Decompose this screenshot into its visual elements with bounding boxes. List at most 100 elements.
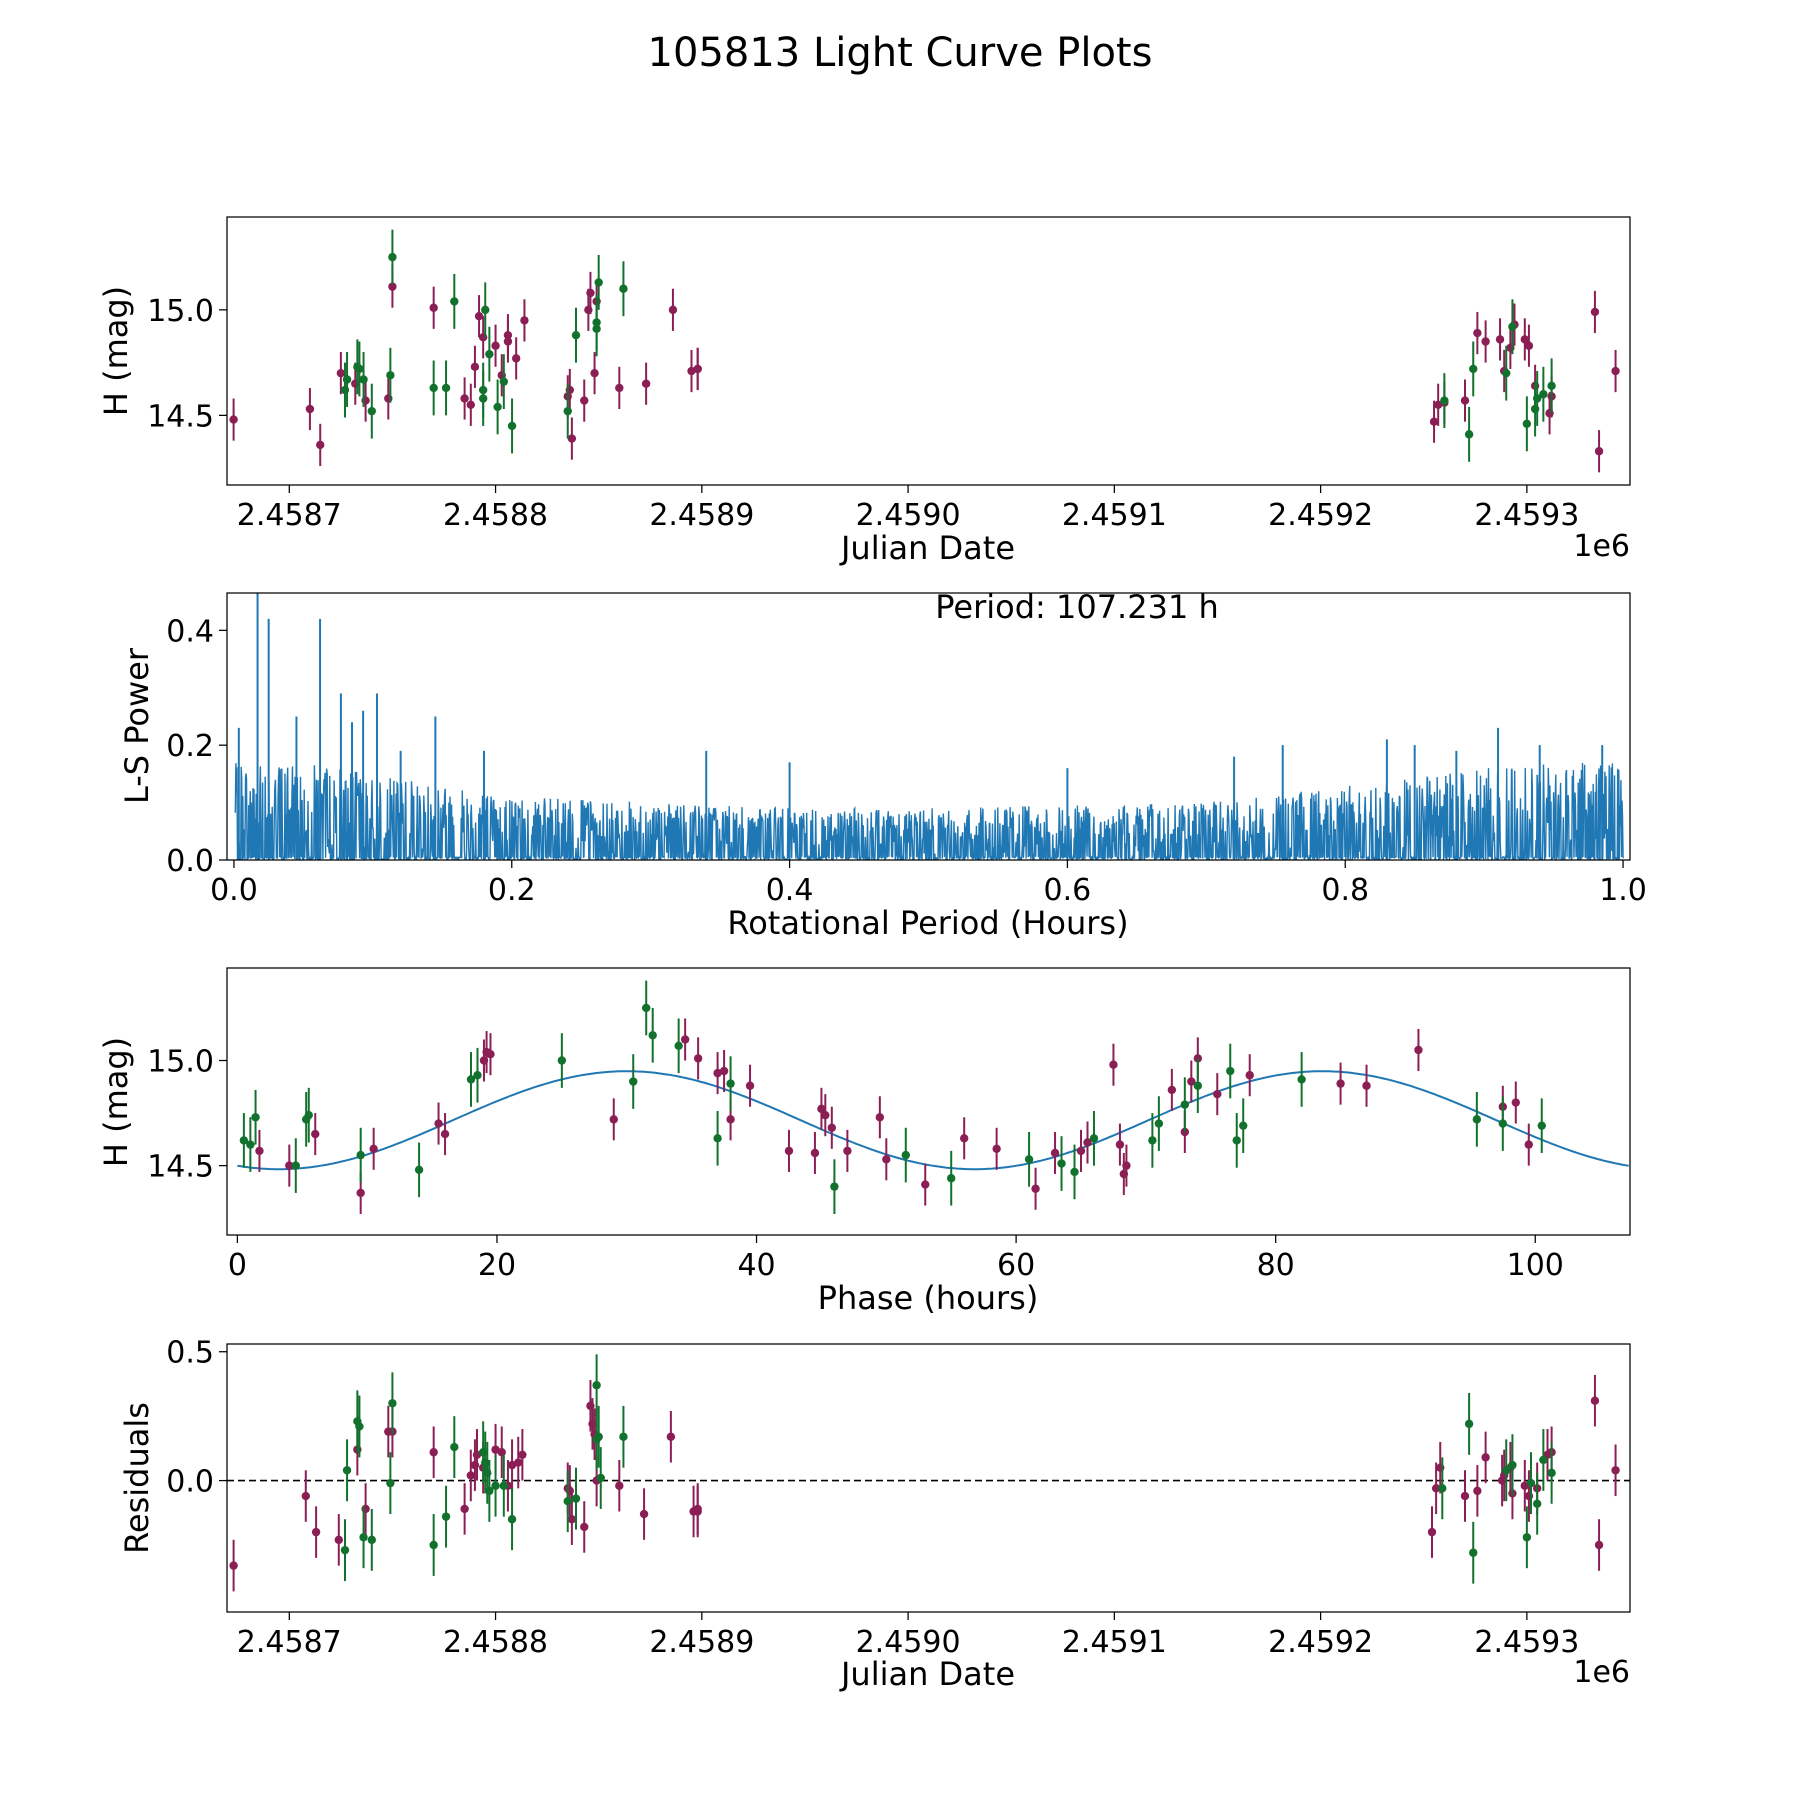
phase-point-magenta xyxy=(609,1098,618,1141)
periodogram-xlabel: Rotational Period (Hours) xyxy=(727,904,1128,942)
residuals-marker xyxy=(388,1399,397,1408)
residuals-marker xyxy=(1481,1453,1490,1462)
periodogram-ylabel: L-S Power xyxy=(118,647,156,804)
residuals-point-green xyxy=(1539,1429,1548,1491)
periodogram-marks xyxy=(234,593,1624,860)
phase-point-green xyxy=(356,1127,365,1183)
lightcurve-marker xyxy=(474,311,484,321)
lightcurve-marker xyxy=(1464,430,1474,439)
residuals-point-green xyxy=(342,1439,352,1502)
residuals-point-magenta xyxy=(1431,1462,1441,1515)
phase-point-green xyxy=(1537,1098,1546,1154)
residuals-marker xyxy=(514,1458,523,1467)
lightcurve-point-green xyxy=(388,229,397,285)
lightcurve-marker xyxy=(567,434,577,443)
phase-xtick-label: 100 xyxy=(1507,1248,1564,1283)
residuals-point-green xyxy=(386,1452,395,1515)
residuals-point-magenta xyxy=(567,1493,577,1545)
residuals-marker xyxy=(1547,1468,1556,1478)
lightcurve-marker xyxy=(641,379,651,388)
lightcurve-ytick-label: 14.5 xyxy=(147,399,214,434)
lightcurve-marker xyxy=(1594,447,1604,456)
phase-marker xyxy=(482,1047,491,1057)
phase-point-magenta xyxy=(369,1127,378,1170)
lightcurve-marker xyxy=(580,396,589,405)
residuals-point-green xyxy=(619,1405,628,1468)
lightcurve-marker xyxy=(1532,394,1542,403)
residuals-point-green xyxy=(507,1488,517,1551)
phase-marker xyxy=(726,1115,735,1124)
residuals-marker xyxy=(615,1481,624,1490)
phase-marker xyxy=(356,1188,365,1198)
residuals-marker xyxy=(1594,1540,1604,1550)
residuals-point-green xyxy=(1547,1441,1556,1504)
periodogram-xtick-label: 0.2 xyxy=(488,873,536,908)
phase-ytick-label: 14.5 xyxy=(147,1150,214,1185)
phase-point-magenta xyxy=(1109,1043,1118,1086)
phase-marker xyxy=(1057,1159,1066,1168)
residuals-point-green xyxy=(592,1354,601,1417)
lightcurve-marker xyxy=(355,364,364,374)
lightcurve-point-magenta xyxy=(590,352,599,395)
phase-marker xyxy=(1076,1146,1086,1156)
lightcurve-marker xyxy=(305,404,315,414)
periodogram-xtick-label: 0.4 xyxy=(766,873,814,908)
lightcurve-xtick-label: 2.4590 xyxy=(856,498,961,533)
lightcurve-point-magenta xyxy=(466,383,476,426)
lightcurve-point-green xyxy=(478,371,488,426)
lightcurve-point-green xyxy=(592,295,601,350)
lightcurve-point-magenta xyxy=(668,288,678,331)
lightcurve-point-green xyxy=(1547,358,1556,414)
periodogram-power-line xyxy=(234,762,1624,860)
phase-point-green xyxy=(1472,1092,1482,1147)
lightcurve-point-green xyxy=(499,354,509,410)
lightcurve-marker xyxy=(619,284,628,293)
phase-point-green xyxy=(629,1054,638,1109)
residuals-marker xyxy=(386,1478,395,1488)
lightcurve-marker xyxy=(571,330,581,340)
lightcurve-point-magenta xyxy=(229,398,238,441)
lightcurve-marker xyxy=(470,362,480,372)
residuals-marker xyxy=(1469,1548,1478,1557)
lightcurve-ytick-label: 15.0 xyxy=(147,294,214,329)
lightcurve-point-magenta xyxy=(520,299,529,342)
phase-xtick-label: 60 xyxy=(997,1248,1035,1283)
phase-marker xyxy=(291,1161,300,1170)
lightcurve-point-magenta xyxy=(615,366,624,410)
residuals-point-green xyxy=(441,1485,451,1548)
phase-point-magenta xyxy=(719,1049,729,1093)
phase-marker xyxy=(1180,1127,1190,1137)
residuals-point-green xyxy=(571,1467,581,1530)
lightcurve-marker xyxy=(592,318,601,327)
residuals-marker xyxy=(334,1535,343,1545)
periodogram-ytick-label: 0.4 xyxy=(166,614,214,649)
residuals-point-magenta xyxy=(334,1514,343,1566)
phase-marker xyxy=(473,1071,482,1080)
phase-point-green xyxy=(246,1117,255,1172)
lightcurve-marker xyxy=(1611,366,1620,376)
lightcurve-xtick-label: 2.4592 xyxy=(1268,498,1373,533)
phase-point-magenta xyxy=(843,1129,852,1172)
residuals-marker xyxy=(497,1448,506,1457)
phase-marker xyxy=(285,1161,294,1170)
phase-marker xyxy=(642,1003,651,1013)
residuals-point-magenta xyxy=(429,1426,438,1478)
phase-marker xyxy=(356,1150,365,1160)
phase-point-magenta xyxy=(817,1087,826,1130)
lightcurve-point-green xyxy=(1522,396,1532,452)
residuals-xtick-label: 2.4588 xyxy=(443,1625,548,1660)
residuals-xtick-label: 2.4593 xyxy=(1474,1625,1579,1660)
residuals-point-green xyxy=(1532,1472,1542,1535)
residuals-point-green xyxy=(340,1519,350,1582)
lightcurve-marker xyxy=(499,377,509,386)
phase-xtick-label: 40 xyxy=(737,1248,775,1283)
phase-point-green xyxy=(1154,1096,1164,1151)
residuals-marker xyxy=(460,1504,469,1514)
lightcurve-point-green xyxy=(342,352,352,407)
phase-marker xyxy=(1362,1081,1371,1090)
residuals-point-magenta xyxy=(497,1426,506,1478)
lightcurve-marker xyxy=(460,394,469,403)
residuals-marker xyxy=(592,1381,601,1390)
phase-marker xyxy=(557,1056,567,1065)
phase-ylabel: H (mag) xyxy=(97,1037,135,1167)
